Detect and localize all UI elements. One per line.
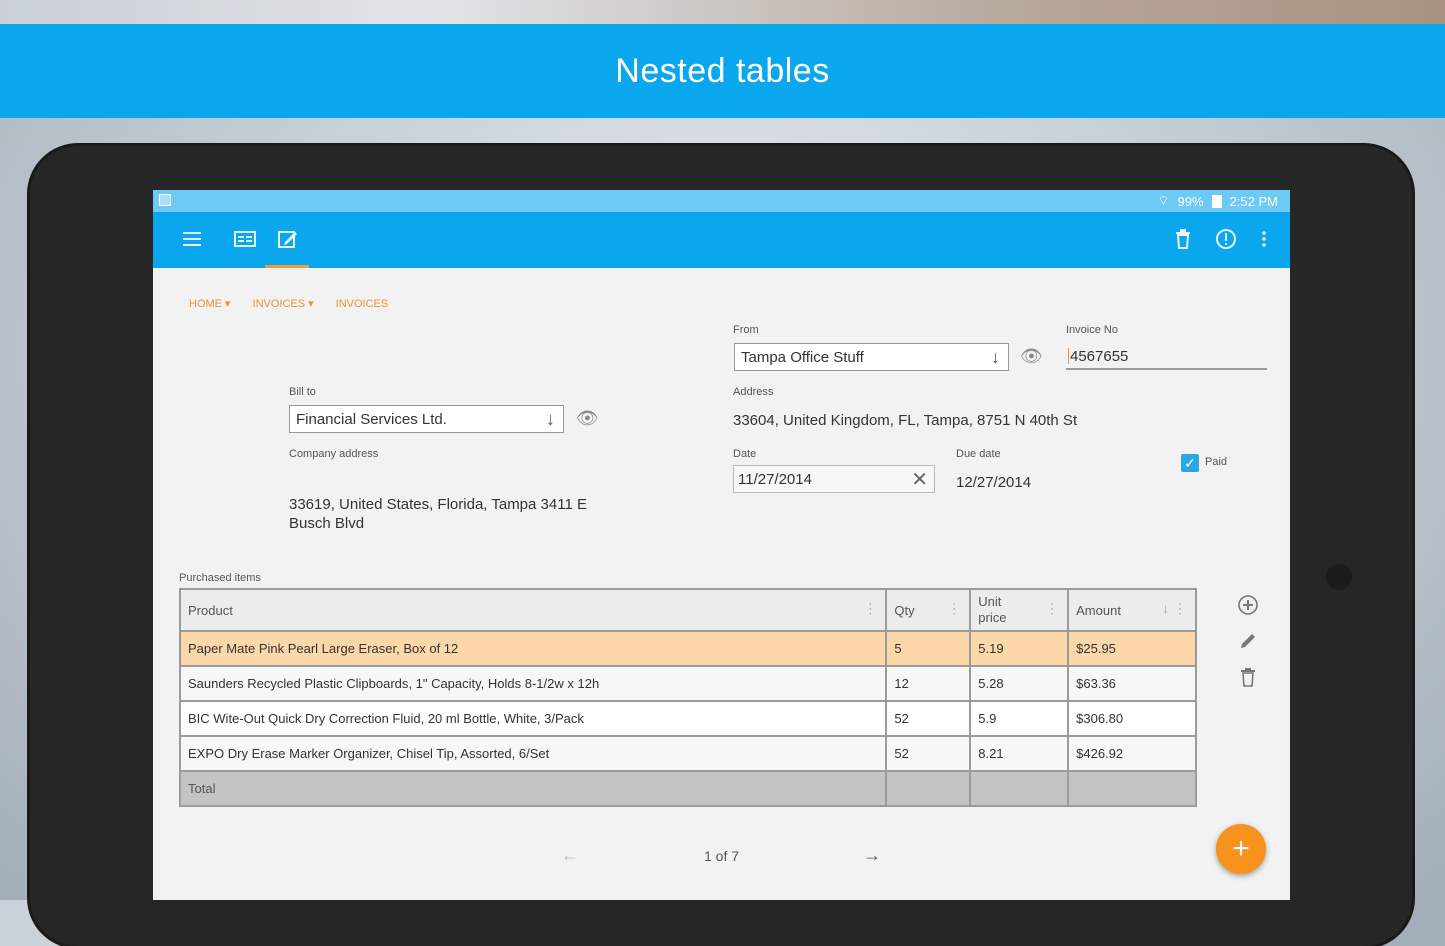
company-address-line1: 33619, United States, Florida, Tampa 341…	[289, 496, 587, 513]
add-fab-button[interactable]: +	[1216, 824, 1266, 874]
arrow-down-icon: ↓	[546, 409, 555, 429]
paid-checkbox[interactable]: ✓	[1181, 454, 1199, 472]
total-cell	[885, 770, 972, 807]
wifi-icon: ⌔	[1157, 193, 1170, 208]
app-bar	[153, 212, 1290, 268]
bill-to-label: Bill to	[289, 386, 316, 398]
purchased-items-label: Purchased items	[179, 572, 261, 584]
date-label: Date	[733, 448, 757, 460]
address-label: Address	[733, 386, 774, 398]
tablet-screen: ⌔ 99% 2:52 PM HOME ▾ INVOICES ▾ INVOICE	[153, 190, 1290, 900]
cell-qty: 52	[885, 700, 972, 737]
total-cell	[1067, 770, 1197, 807]
status-bar: ⌔ 99% 2:52 PM	[153, 190, 1290, 212]
total-label: Total	[178, 770, 888, 807]
table-total-row: Total	[178, 770, 1197, 807]
network-status: 99%	[1177, 193, 1204, 209]
total-cell	[969, 770, 1070, 807]
next-page-button[interactable]: →	[863, 845, 881, 865]
from-label: From	[733, 324, 759, 336]
column-header-amount[interactable]: Amount ↓ ⋮	[1067, 588, 1197, 632]
prev-page-button[interactable]: ←	[561, 845, 579, 865]
list-view-icon[interactable]	[232, 226, 258, 252]
due-date-value: 12/27/2014	[956, 474, 1032, 491]
cell-product: Saunders Recycled Plastic Clipboards, 1"…	[178, 665, 888, 702]
more-icon[interactable]	[1251, 226, 1277, 252]
address-value: 33604, United Kingdom, FL, Tampa, 8751 N…	[733, 412, 1078, 429]
camera	[1326, 564, 1352, 590]
notification-icon	[159, 194, 171, 206]
date-value: 11/27/2014	[738, 470, 812, 488]
battery-icon	[1211, 194, 1222, 208]
cell-product: Paper Mate Pink Pearl Large Eraser, Box …	[178, 630, 888, 667]
breadcrumb: HOME ▾ INVOICES ▾ INVOICES	[189, 297, 389, 311]
active-tab-indicator	[265, 265, 309, 268]
paid-label: Paid	[1205, 456, 1228, 468]
text-cursor	[1068, 348, 1069, 364]
date-input[interactable]: 11/27/2014 ✕	[733, 465, 935, 493]
chevron-down-icon: ▾	[308, 298, 314, 310]
cell-qty: 52	[885, 735, 972, 772]
company-address-label: Company address	[289, 448, 379, 460]
column-header-qty[interactable]: Qty ⋮	[885, 588, 972, 632]
table-row[interactable]: BIC Wite-Out Quick Dry Correction Fluid,…	[178, 700, 1197, 737]
cell-qty: 5	[885, 630, 972, 667]
invoice-no-label: Invoice No	[1066, 324, 1118, 336]
cell-qty: 12	[885, 665, 972, 702]
cell-amount: $63.36	[1067, 665, 1197, 702]
bill-to-select[interactable]: Financial Services Ltd. ↓	[289, 405, 564, 433]
cell-product: EXPO Dry Erase Marker Organizer, Chisel …	[178, 735, 888, 772]
banner-title: Nested tables	[615, 51, 830, 90]
edit-icon[interactable]	[275, 226, 301, 252]
delete-row-icon[interactable]	[1237, 666, 1259, 694]
page-indicator: 1 of 7	[704, 848, 740, 864]
cell-unit-price: 5.19	[969, 630, 1070, 667]
edit-row-icon[interactable]	[1237, 630, 1259, 658]
breadcrumb-home[interactable]: HOME ▾	[189, 297, 231, 311]
invoice-no-value: 4567655	[1070, 347, 1129, 365]
promo-banner: Nested tables	[0, 24, 1445, 118]
breadcrumb-invoices-current[interactable]: INVOICES	[335, 297, 389, 310]
company-address-line2: Busch Blvd	[289, 515, 365, 532]
cell-amount: $426.92	[1067, 735, 1197, 772]
column-menu-icon[interactable]: ⋮	[1045, 600, 1060, 616]
from-select[interactable]: Tampa Office Stuff ↓	[734, 343, 1009, 371]
delete-icon[interactable]	[1170, 226, 1196, 252]
bill-to-value: Financial Services Ltd.	[296, 410, 447, 428]
invoice-no-input[interactable]: 4567655	[1066, 344, 1267, 370]
table-row[interactable]: EXPO Dry Erase Marker Organizer, Chisel …	[178, 735, 1197, 772]
cell-unit-price: 5.28	[969, 665, 1070, 702]
column-header-product[interactable]: Product ⋮	[178, 588, 888, 632]
cell-unit-price: 8.21	[969, 735, 1070, 772]
menu-icon[interactable]	[179, 226, 205, 252]
cell-unit-price: 5.9	[969, 700, 1070, 737]
chevron-down-icon: ▾	[225, 298, 231, 310]
info-icon[interactable]	[1213, 226, 1239, 252]
eye-icon[interactable]: 👁	[576, 408, 599, 428]
column-menu-icon[interactable]: ⋮	[947, 600, 962, 616]
column-menu-icon[interactable]: ⋮	[863, 600, 878, 616]
table-header-row: Product ⋮ Qty ⋮ Unit price ⋮ Amount ↓ ⋮	[178, 588, 1197, 632]
cell-amount: $25.95	[1067, 630, 1197, 667]
table-row[interactable]: Paper Mate Pink Pearl Large Eraser, Box …	[178, 630, 1197, 667]
cell-product: BIC Wite-Out Quick Dry Correction Fluid,…	[178, 700, 888, 737]
background-top	[0, 0, 1445, 24]
column-header-unit-price[interactable]: Unit price ⋮	[969, 588, 1070, 632]
clear-icon[interactable]: ✕	[911, 469, 928, 491]
purchased-items-table: Product ⋮ Qty ⋮ Unit price ⋮ Amount ↓ ⋮ Paper…	[178, 588, 1197, 807]
eye-icon[interactable]: 👁	[1020, 346, 1043, 366]
status-time: 2:52 PM	[1229, 193, 1278, 209]
from-value: Tampa Office Stuff	[741, 348, 864, 366]
sort-desc-icon[interactable]: ↓ ⋮	[1162, 600, 1187, 616]
table-row[interactable]: Saunders Recycled Plastic Clipboards, 1"…	[178, 665, 1197, 702]
breadcrumb-invoices[interactable]: INVOICES ▾	[252, 297, 314, 311]
cell-amount: $306.80	[1067, 700, 1197, 737]
due-date-label: Due date	[956, 448, 1001, 460]
arrow-down-icon: ↓	[991, 347, 1000, 367]
add-row-icon[interactable]	[1237, 594, 1259, 622]
